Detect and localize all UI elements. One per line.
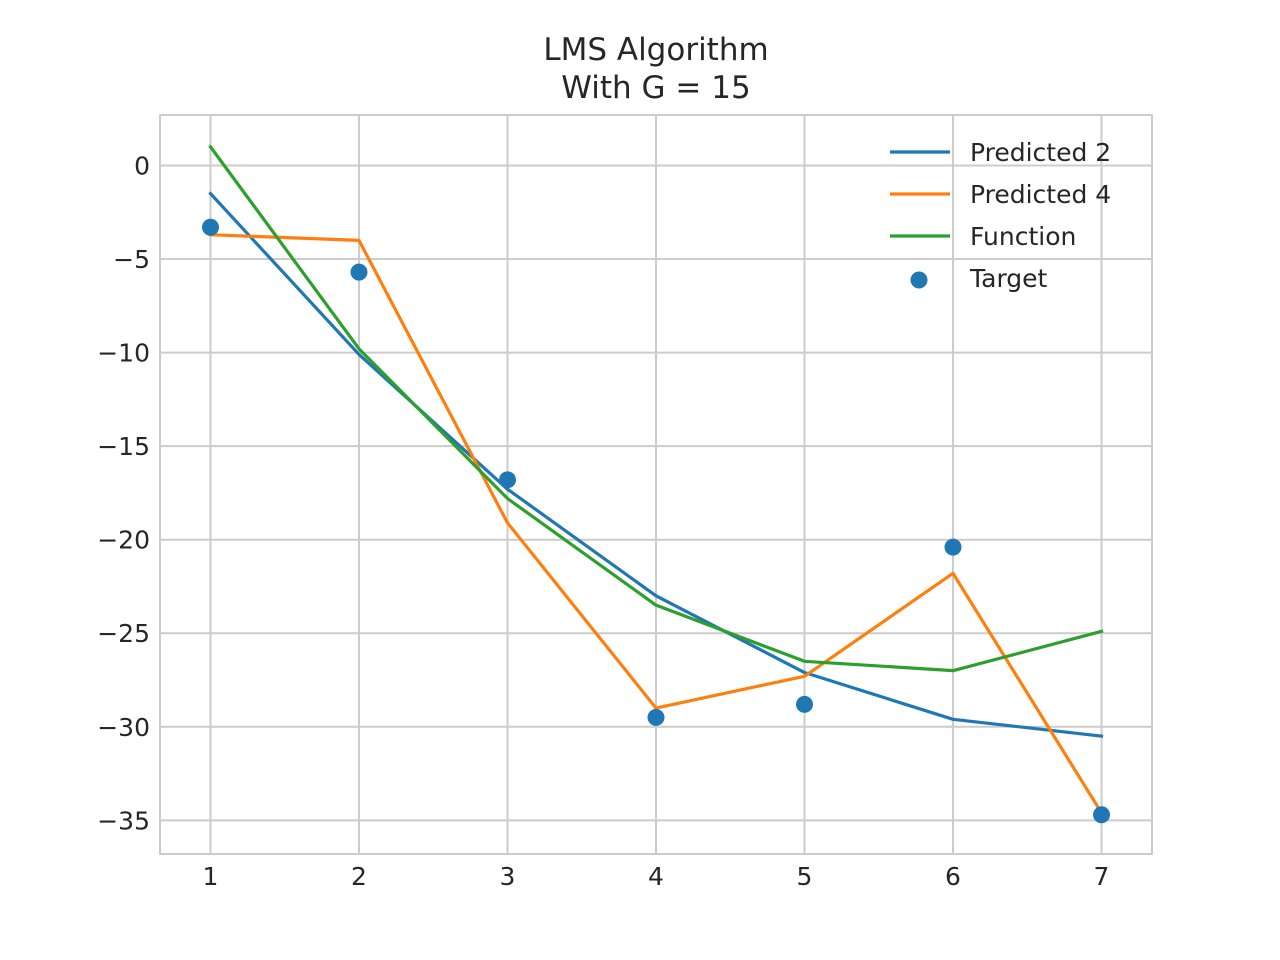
y-tick-label: −5 [113,245,150,274]
target-point [1093,806,1111,824]
series-line-predicted-2 [208,191,1104,738]
target-point [647,708,665,726]
y-tick-label: 0 [134,152,150,181]
legend-swatch-target [910,271,928,289]
y-tick-label: −15 [97,432,150,461]
chart-title: LMS Algorithm [543,32,768,68]
y-tick-label: −10 [97,339,150,368]
legend-label-predicted-2: Predicted 2 [970,138,1111,167]
legend-label-target: Target [969,264,1048,293]
y-tick-label: −30 [97,713,150,742]
legend-label-predicted-4: Predicted 4 [970,180,1111,209]
y-tick-label: −20 [97,526,150,555]
x-tick-label: 4 [648,862,664,891]
y-tick-label: −35 [97,806,150,835]
x-tick-label: 7 [1094,862,1110,891]
x-tick-label: 2 [351,862,367,891]
target-point [498,471,516,489]
x-tick-label: 5 [797,862,813,891]
legend-label-function: Function [970,222,1076,251]
plot-frame [159,114,1153,855]
x-tick-label: 3 [500,862,516,891]
y-tick-label: −25 [97,619,150,648]
series-line-predicted-4 [208,233,1104,816]
x-tick-label: 6 [945,862,961,891]
series-line-function [208,144,1104,673]
target-point [201,218,219,236]
target-point [796,695,814,713]
chart-subtitle: With G = 15 [561,70,750,106]
x-tick-label: 1 [203,862,219,891]
target-point [944,538,962,556]
target-point [350,263,368,281]
